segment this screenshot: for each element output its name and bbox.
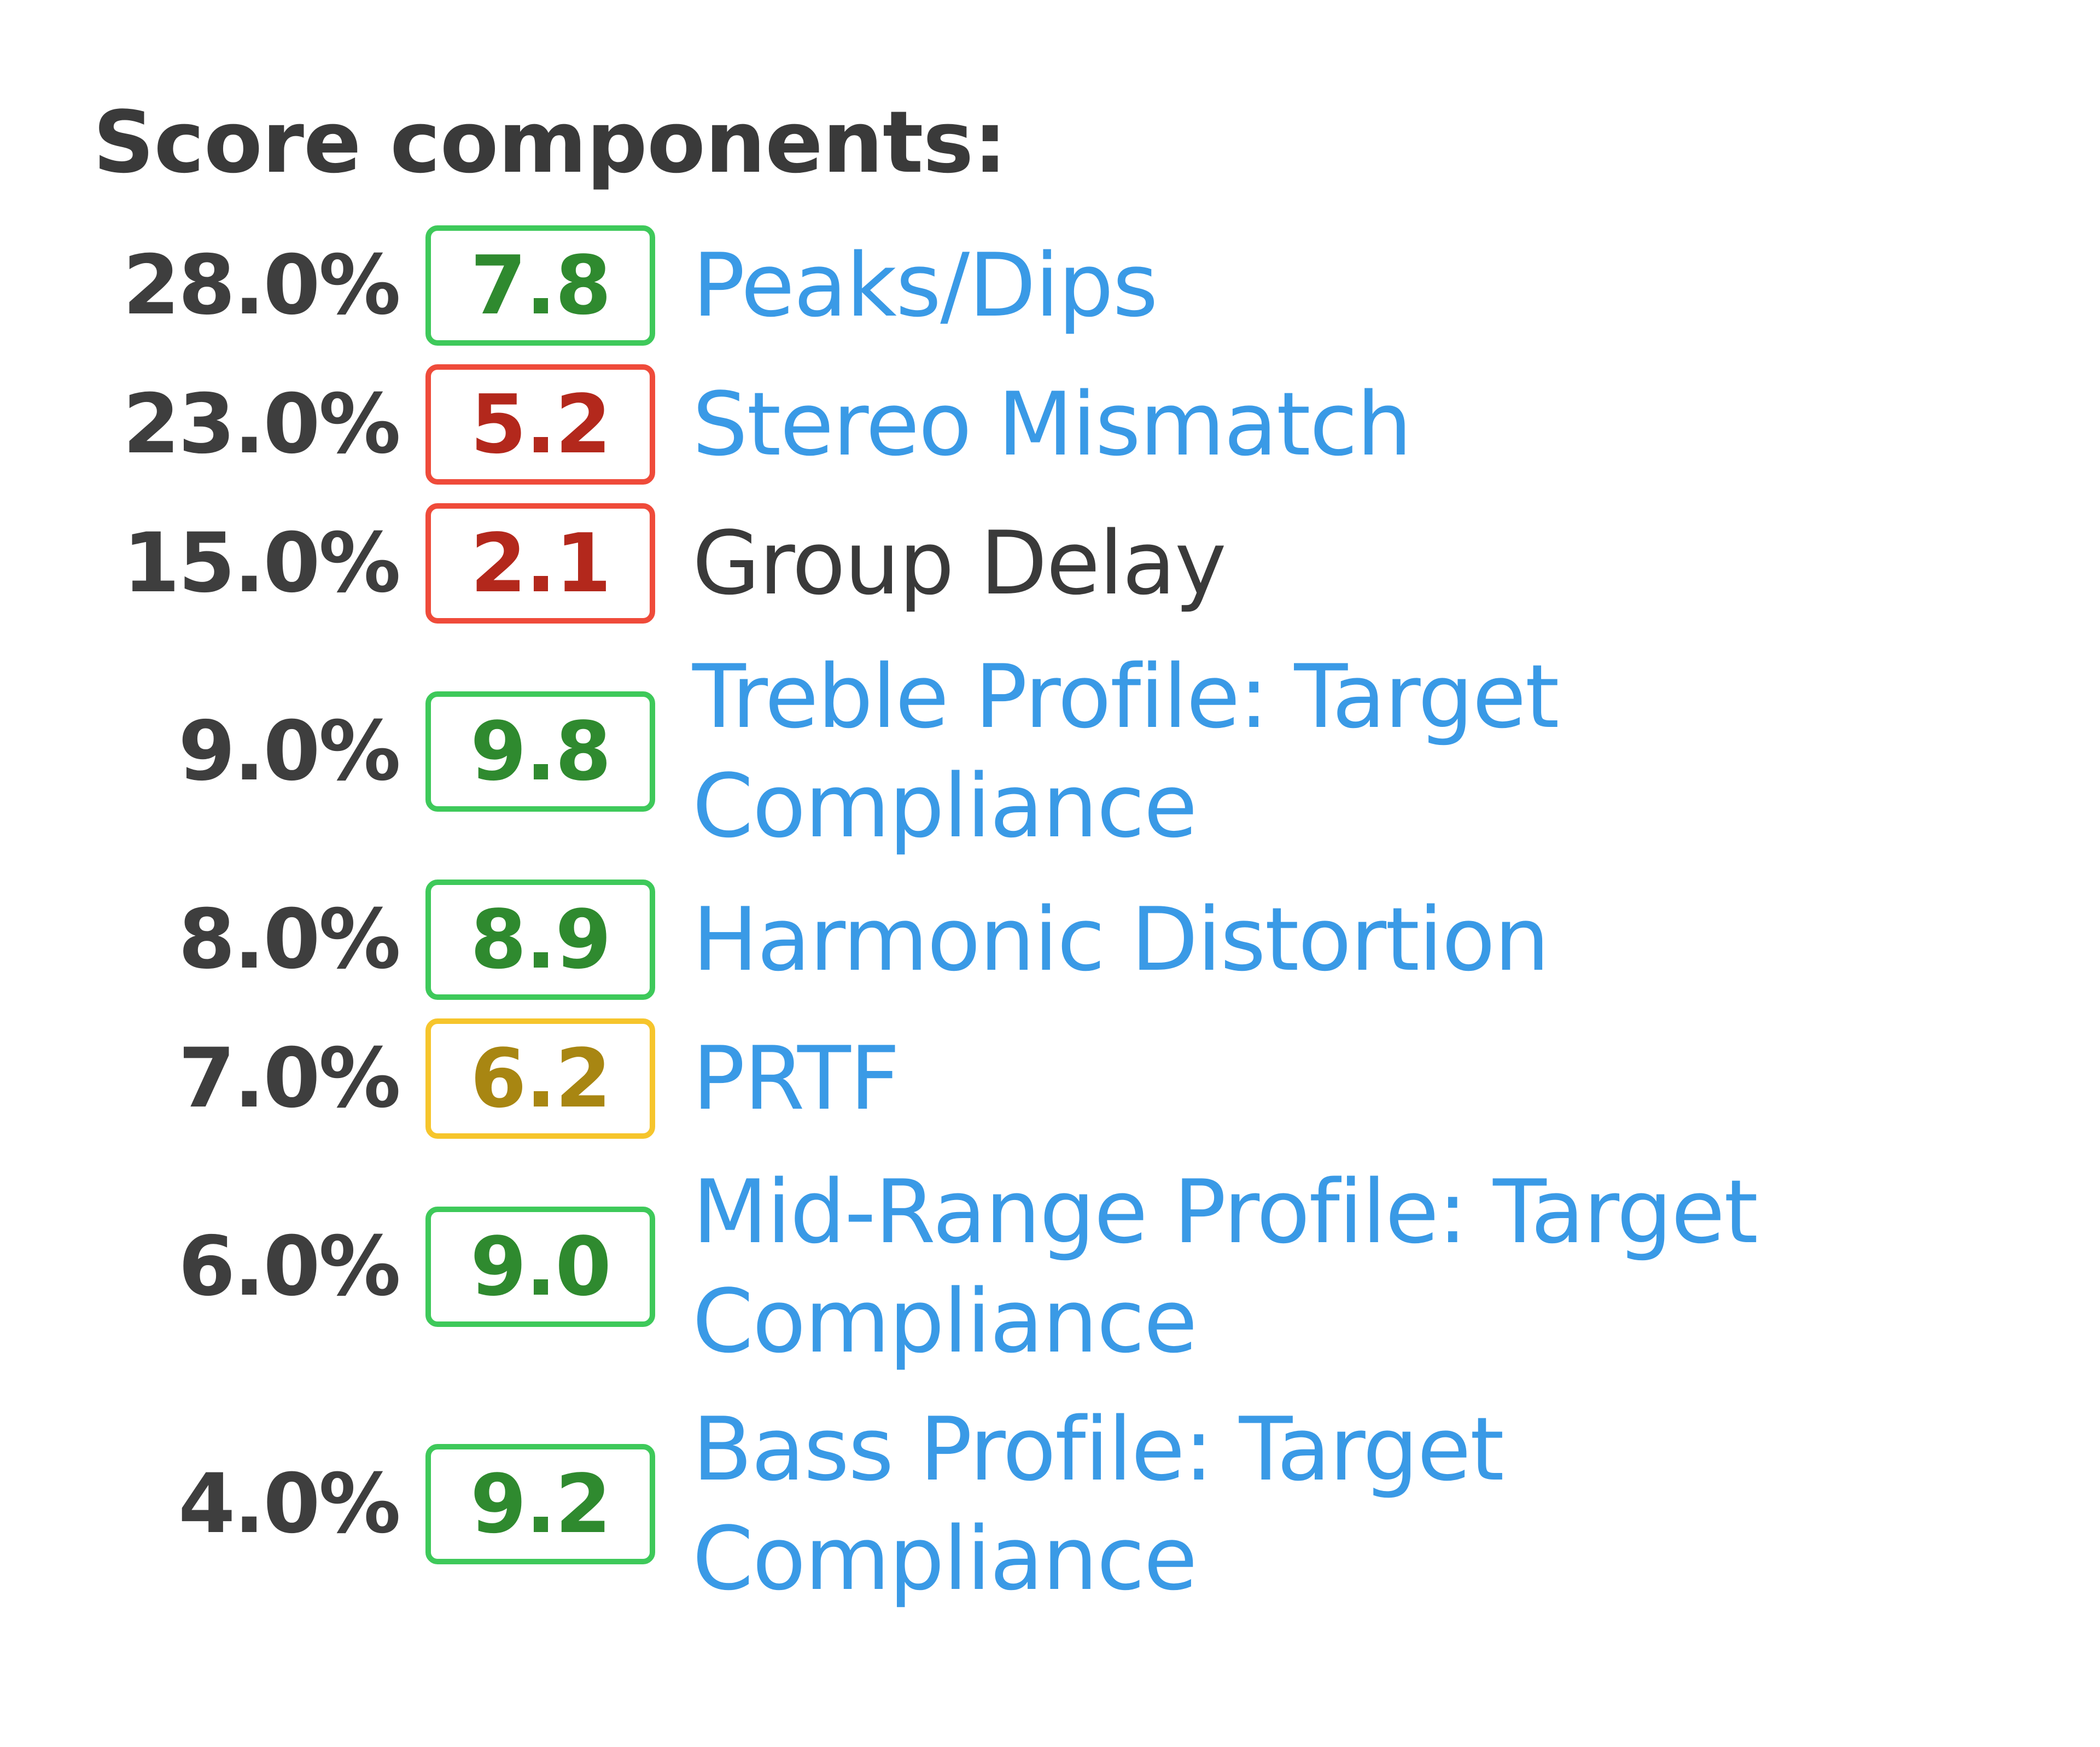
- component-link-bass-profile[interactable]: Bass Profile: Target Compliance: [692, 1398, 1504, 1610]
- component-link-prtf[interactable]: PRTF: [692, 1027, 900, 1129]
- score-badge: 6.2: [425, 1018, 655, 1139]
- component-link-harmonic-distortion[interactable]: Harmonic Distortion: [692, 888, 1550, 991]
- component-weight: 28.0%: [122, 238, 401, 333]
- component-link-peaks-dips[interactable]: Peaks/Dips: [692, 234, 1158, 336]
- component-row: 4.0% 9.2 Bass Profile: Target Compliance: [93, 1395, 2007, 1614]
- score-badge: 9.8: [425, 691, 655, 812]
- component-link-treble-profile[interactable]: Treble Profile: Target Compliance: [692, 645, 1560, 857]
- component-row: 7.0% 6.2 PRTF: [93, 1018, 2007, 1139]
- score-components-panel: Score components: 28.0% 7.8 Peaks/Dips 2…: [93, 88, 2007, 1632]
- component-row: 6.0% 9.0 Mid-Range Profile: Target Compl…: [93, 1157, 2007, 1376]
- score-badge: 7.8: [425, 225, 655, 346]
- component-weight: 15.0%: [122, 516, 401, 611]
- component-weight: 23.0%: [122, 377, 401, 472]
- score-badge: 8.9: [425, 880, 655, 1000]
- component-row: 9.0% 9.8 Treble Profile: Target Complian…: [93, 642, 2007, 861]
- component-row: 8.0% 8.9 Harmonic Distortion: [93, 880, 2007, 1000]
- component-weight: 7.0%: [178, 1031, 401, 1126]
- score-badge: 9.0: [425, 1207, 655, 1327]
- section-title: Score components:: [93, 92, 1007, 192]
- component-weight: 4.0%: [178, 1457, 401, 1552]
- component-weight: 6.0%: [178, 1219, 401, 1314]
- score-badge: 5.2: [425, 364, 655, 485]
- component-label-group-delay: Group Delay: [692, 512, 1227, 614]
- score-badge: 2.1: [425, 503, 655, 624]
- component-row: 15.0% 2.1 Group Delay: [93, 503, 2007, 624]
- component-weight: 9.0%: [178, 704, 401, 799]
- component-link-stereo-mismatch[interactable]: Stereo Mismatch: [692, 373, 1412, 475]
- component-link-mid-range-profile[interactable]: Mid-Range Profile: Target Compliance: [692, 1161, 1758, 1372]
- component-row: 23.0% 5.2 Stereo Mismatch: [93, 364, 2007, 485]
- score-badge: 9.2: [425, 1444, 655, 1564]
- component-weight: 8.0%: [178, 892, 401, 987]
- component-row: 28.0% 7.8 Peaks/Dips: [93, 225, 2007, 346]
